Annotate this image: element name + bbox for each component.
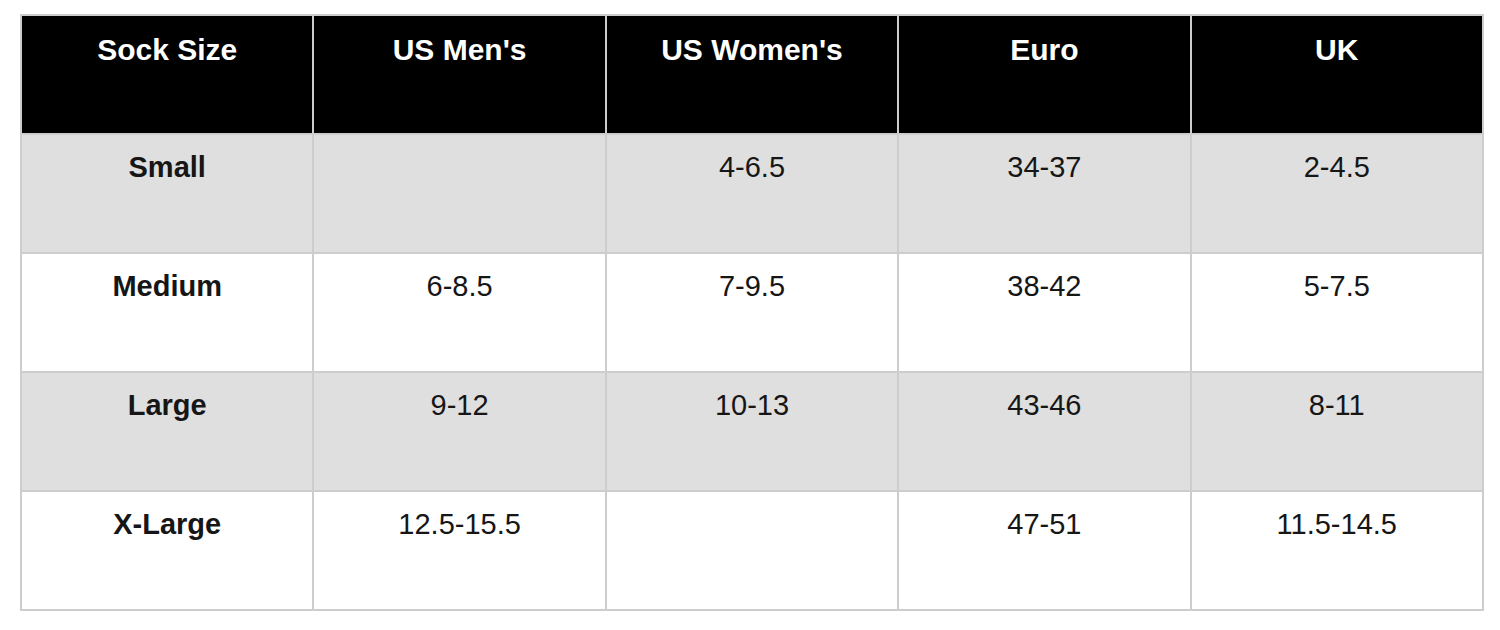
- row-label: Large: [21, 372, 313, 491]
- table-cell: 47-51: [898, 491, 1190, 610]
- row-label: Medium: [21, 253, 313, 372]
- sock-size-table: Sock Size US Men's US Women's Euro UK Sm…: [20, 14, 1484, 611]
- table-row-medium: Medium 6-8.5 7-9.5 38-42 5-7.5: [21, 253, 1483, 372]
- table-row-small: Small 4-6.5 34-37 2-4.5: [21, 134, 1483, 253]
- table-cell: [313, 134, 605, 253]
- column-header-sock-size: Sock Size: [21, 15, 313, 134]
- header-row: Sock Size US Men's US Women's Euro UK: [21, 15, 1483, 134]
- table-cell: 4-6.5: [606, 134, 898, 253]
- column-header-euro: Euro: [898, 15, 1190, 134]
- table-cell: 5-7.5: [1191, 253, 1483, 372]
- column-header-us-womens: US Women's: [606, 15, 898, 134]
- table-cell: 43-46: [898, 372, 1190, 491]
- table-cell: 12.5-15.5: [313, 491, 605, 610]
- table-cell: 34-37: [898, 134, 1190, 253]
- table-cell: 7-9.5: [606, 253, 898, 372]
- table-cell: 2-4.5: [1191, 134, 1483, 253]
- table-body: Small 4-6.5 34-37 2-4.5 Medium 6-8.5 7-9…: [21, 134, 1483, 610]
- table-header: Sock Size US Men's US Women's Euro UK: [21, 15, 1483, 134]
- table-cell: 6-8.5: [313, 253, 605, 372]
- table-cell: 8-11: [1191, 372, 1483, 491]
- table-cell: 10-13: [606, 372, 898, 491]
- table-cell: [606, 491, 898, 610]
- table-row-large: Large 9-12 10-13 43-46 8-11: [21, 372, 1483, 491]
- table-row-x-large: X-Large 12.5-15.5 47-51 11.5-14.5: [21, 491, 1483, 610]
- column-header-uk: UK: [1191, 15, 1483, 134]
- column-header-us-mens: US Men's: [313, 15, 605, 134]
- table-cell: 9-12: [313, 372, 605, 491]
- table-cell: 11.5-14.5: [1191, 491, 1483, 610]
- page: Sock Size US Men's US Women's Euro UK Sm…: [0, 0, 1500, 630]
- table-cell: 38-42: [898, 253, 1190, 372]
- row-label: Small: [21, 134, 313, 253]
- row-label: X-Large: [21, 491, 313, 610]
